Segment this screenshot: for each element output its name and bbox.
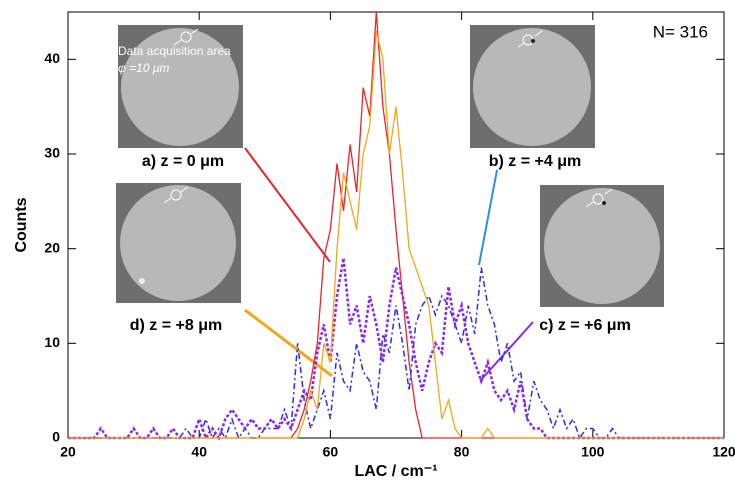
plot-frame [67,11,725,439]
y-tick-label: 10 [44,334,60,350]
series-label: c) z = +6 μm [539,317,631,334]
annotation: Data acquisition area [118,44,231,58]
callout-arrows [244,147,534,382]
x-axis-label: LAC / cm⁻¹ [354,463,437,480]
annotation: φ =10 μm [118,61,169,75]
x-tick-label: 60 [323,444,339,460]
y-tick-label: 40 [44,50,60,66]
insets [116,25,664,307]
y-tick-label: 0 [52,429,60,445]
series-label: a) z = 0 μm [142,153,224,170]
y-tick-label: 30 [44,145,60,161]
series-label: b) z = +4 μm [489,153,581,170]
y-tick-label: 20 [44,239,60,255]
x-tick-label: 20 [60,444,76,460]
series-line [68,30,724,439]
x-tick-label: 80 [454,444,470,460]
series-label: d) z = +8 μm [130,317,222,334]
series-line [68,257,724,441]
x-tick-label: 100 [581,444,605,460]
annotation: N= 316 [653,22,708,41]
y-axis-label: Counts [13,197,30,252]
x-tick-label: 40 [191,444,207,460]
x-tick-label: 120 [712,444,735,460]
